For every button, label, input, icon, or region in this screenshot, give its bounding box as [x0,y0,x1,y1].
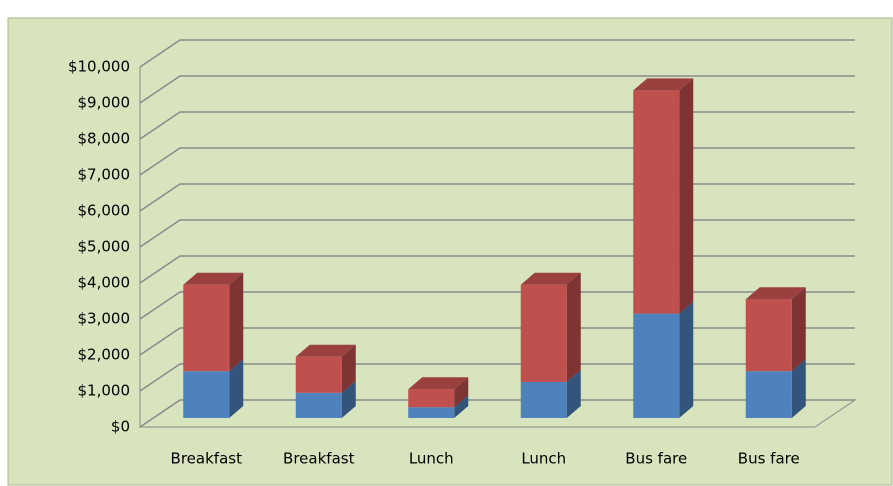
bar-side [454,377,469,408]
y-tick-label: $1,000 [78,382,131,400]
bar-side [791,359,806,418]
bar [520,382,567,418]
grid-line [139,219,855,248]
x-tick-label: Bus fare [625,450,687,468]
y-tick-label: $8,000 [78,130,131,148]
x-tick-label: Lunch [409,450,454,468]
bar [745,299,792,372]
bar [633,90,680,314]
y-tick-label: $0 [111,418,130,436]
bar-top [183,272,244,285]
bar-side [791,287,806,372]
bar-top [295,344,356,357]
grid-line [139,255,855,284]
x-tick-label: Bus fare [738,450,800,468]
grid-line [139,363,855,392]
grid-line [139,183,855,212]
bar [183,371,230,418]
bar-side [679,78,694,314]
y-tick-label: $4,000 [78,274,131,292]
grid-line [139,147,855,176]
x-tick-label: Breakfast [171,450,243,468]
bar-top [408,377,469,390]
bar [408,407,455,418]
y-tick-label: $10,000 [68,58,130,76]
bar-side [679,301,694,418]
y-tick-label: $5,000 [78,238,131,256]
grid-line [139,327,855,356]
bar-top [633,78,694,91]
grid-line [139,399,855,428]
bar-side [341,380,356,418]
bar [408,389,455,408]
y-tick-label: $9,000 [78,94,131,112]
bar [520,284,567,382]
bar [745,371,792,418]
x-tick-label: Lunch [521,450,566,468]
grid-line [139,291,855,320]
y-tick-label: $7,000 [78,166,131,184]
bar-side [341,344,356,393]
bar-top [745,287,806,300]
bar [183,284,230,372]
grid-line [139,39,855,68]
grid-line [139,111,855,140]
y-tick-label: $3,000 [78,310,131,328]
bar-side [454,395,469,418]
bar [633,313,680,418]
bar-side [566,272,581,382]
bar [295,392,342,418]
bar-top [520,272,581,285]
bar [295,356,342,393]
grid-line [139,75,855,104]
bar-side [566,370,581,418]
bar-side [229,359,244,418]
x-tick-label: Breakfast [283,450,355,468]
y-tick-label: $6,000 [78,202,131,220]
bar-side [229,272,244,372]
y-tick-label: $2,000 [78,346,131,364]
